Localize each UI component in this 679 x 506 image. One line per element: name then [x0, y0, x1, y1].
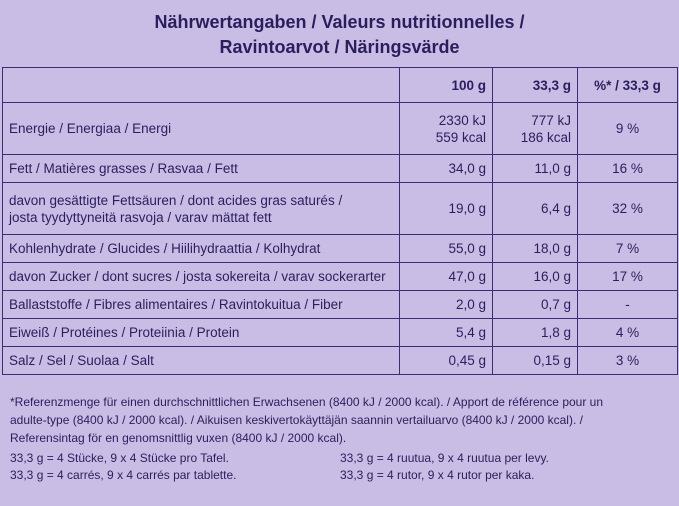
value-per-portion-line: 11,0 g	[534, 161, 571, 176]
value-per-100g: 47,0 g	[399, 262, 493, 291]
value-per-portion-line: 1,8 g	[540, 325, 571, 340]
value-per-100g: 19,0 g	[399, 182, 493, 235]
value-per-100g-line: 47,0 g	[448, 269, 486, 284]
value-per-portion: 1,8 g	[492, 318, 578, 347]
nutrient-label: Ballaststoffe / Fibres alimentaires / Ra…	[2, 290, 400, 319]
table-row: Kohlenhydrate / Glucides / Hiilihydraatt…	[2, 234, 678, 263]
value-per-portion: 0,15 g	[492, 346, 578, 375]
nutrient-label: davon Zucker / dont sucres / josta soker…	[2, 262, 400, 291]
percent-ri: 4 %	[577, 318, 678, 347]
value-per-portion-line: 186 kcal	[520, 129, 571, 145]
nutrient-label-line: josta tyydyttyneitä rasvoja / varav mätt…	[9, 209, 272, 225]
value-per-portion-line: 0,15 g	[533, 353, 571, 368]
value-per-portion-line: 6,4 g	[540, 201, 571, 216]
value-per-100g-line: 2330 kJ	[438, 112, 486, 128]
table-row: davon Zucker / dont sucres / josta soker…	[2, 262, 678, 291]
value-per-100g-line: 55,0 g	[448, 241, 486, 256]
percent-ri: 9 %	[577, 102, 678, 155]
value-per-portion: 6,4 g	[492, 182, 578, 235]
value-per-100g: 55,0 g	[399, 234, 493, 263]
portion-line: 33,3 g = 4 rutor, 9 x 4 rutor per kaka.	[340, 468, 535, 482]
portion-line: 33,3 g = 4 carrés, 9 x 4 carrés par tabl…	[10, 468, 237, 482]
percent-ri: 32 %	[577, 182, 678, 235]
portion-info-left: 33,3 g = 4 Stücke, 9 x 4 Stücke pro Tafe…	[10, 450, 236, 484]
value-per-portion-line: 777 kJ	[531, 112, 571, 128]
title-line-2: Ravintoarvot / Näringsvärde	[219, 37, 460, 57]
value-per-portion: 16,0 g	[492, 262, 578, 291]
percent-ri: 7 %	[577, 234, 678, 263]
value-per-portion: 18,0 g	[492, 234, 578, 263]
nutrient-label-line: Kohlenhydrate / Glucides / Hiilihydraatt…	[9, 241, 321, 256]
value-per-portion-line: 16,0 g	[533, 269, 571, 284]
value-per-100g-line: 2,0 g	[455, 297, 486, 312]
nutrient-label: Energie / Energiaa / Energi	[2, 102, 400, 155]
value-per-100g: 5,4 g	[399, 318, 493, 347]
nutrition-title: Nährwertangaben / Valeurs nutritionnelle…	[0, 10, 679, 60]
table-row: Fett / Matières grasses / Rasvaa / Fett 3…	[2, 154, 678, 183]
value-per-100g: 0,45 g	[399, 346, 493, 375]
footnote-line: Referensintag för en genomsnittlig vuxen…	[10, 431, 347, 445]
value-per-100g-line: 34,0 g	[448, 161, 486, 176]
nutrient-label-line: Fett / Matières grasses / Rasvaa / Fett	[9, 161, 238, 176]
portion-line: 33,3 g = 4 Stücke, 9 x 4 Stücke pro Tafe…	[10, 451, 229, 465]
percent-ri: 3 %	[577, 346, 678, 375]
percent-ri: 16 %	[577, 154, 678, 183]
header-per-100g: 100 g	[399, 67, 493, 103]
header-per-portion: 33,3 g	[492, 67, 578, 103]
header-percent-ri: %* / 33,3 g	[577, 67, 678, 103]
nutrient-label-line: Ballaststoffe / Fibres alimentaires / Ra…	[9, 297, 343, 312]
value-per-100g-line: 559 kcal	[435, 129, 486, 145]
table-row: Salz / Sel / Suolaa / Salt 0,45 g 0,15 g 3 …	[2, 346, 678, 375]
table-header-row: 100 g 33,3 g %* / 33,3 g	[2, 67, 678, 103]
nutrient-label-line: Energie / Energiaa / Energi	[9, 121, 172, 136]
reference-footnote: *Referenzmenge für einen durchschnittlic…	[10, 393, 672, 447]
value-per-portion-line: 18,0 g	[533, 241, 571, 256]
percent-ri: 17 %	[577, 262, 678, 291]
table-row: Eiweiß / Protéines / Proteiinia / Protei…	[2, 318, 678, 347]
value-per-100g-line: 19,0 g	[448, 201, 486, 216]
value-per-portion-line: 0,7 g	[540, 297, 571, 312]
table-row: Ballaststoffe / Fibres alimentaires / Ra…	[2, 290, 678, 319]
portion-line: 33,3 g = 4 ruutua, 9 x 4 ruutua per levy…	[340, 451, 549, 465]
percent-ri: -	[577, 290, 678, 319]
value-per-portion: 777 kJ 186 kcal	[492, 102, 578, 155]
value-per-100g-line: 5,4 g	[455, 325, 486, 340]
header-label-cell	[2, 67, 400, 103]
nutrient-label: Salz / Sel / Suolaa / Salt	[2, 346, 400, 375]
nutrient-label: davon gesättigte Fettsäuren / dont acide…	[2, 182, 400, 235]
title-line-1: Nährwertangaben / Valeurs nutritionnelle…	[154, 12, 525, 32]
nutrient-label: Fett / Matières grasses / Rasvaa / Fett	[2, 154, 400, 183]
footnote-line: *Referenzmenge für einen durchschnittlic…	[10, 395, 604, 409]
portion-info-right: 33,3 g = 4 ruutua, 9 x 4 ruutua per levy…	[340, 450, 549, 484]
table-row: Energie / Energiaa / Energi 2330 kJ 559 kc…	[2, 102, 678, 155]
value-per-100g-line: 0,45 g	[448, 353, 486, 368]
value-per-100g: 2,0 g	[399, 290, 493, 319]
nutrition-table: 100 g 33,3 g %* / 33,3 g Energie / Energ…	[2, 67, 678, 375]
nutrient-label-line: davon Zucker / dont sucres / josta soker…	[9, 269, 386, 284]
value-per-portion: 0,7 g	[492, 290, 578, 319]
value-per-100g: 2330 kJ 559 kcal	[399, 102, 493, 155]
value-per-100g: 34,0 g	[399, 154, 493, 183]
nutrient-label: Eiweiß / Protéines / Proteiinia / Protei…	[2, 318, 400, 347]
nutrient-label-line: Salz / Sel / Suolaa / Salt	[9, 353, 154, 368]
table-row: davon gesättigte Fettsäuren / dont acide…	[2, 182, 678, 235]
nutrient-label-line: Eiweiß / Protéines / Proteiinia / Protei…	[9, 325, 240, 340]
nutrient-label: Kohlenhydrate / Glucides / Hiilihydraatt…	[2, 234, 400, 263]
nutrient-label-line: davon gesättigte Fettsäuren / dont acide…	[9, 192, 343, 208]
value-per-portion: 11,0 g	[492, 154, 578, 183]
footnote-line: adulte-type (8400 kJ / 2000 kcal). / Aik…	[10, 413, 583, 427]
